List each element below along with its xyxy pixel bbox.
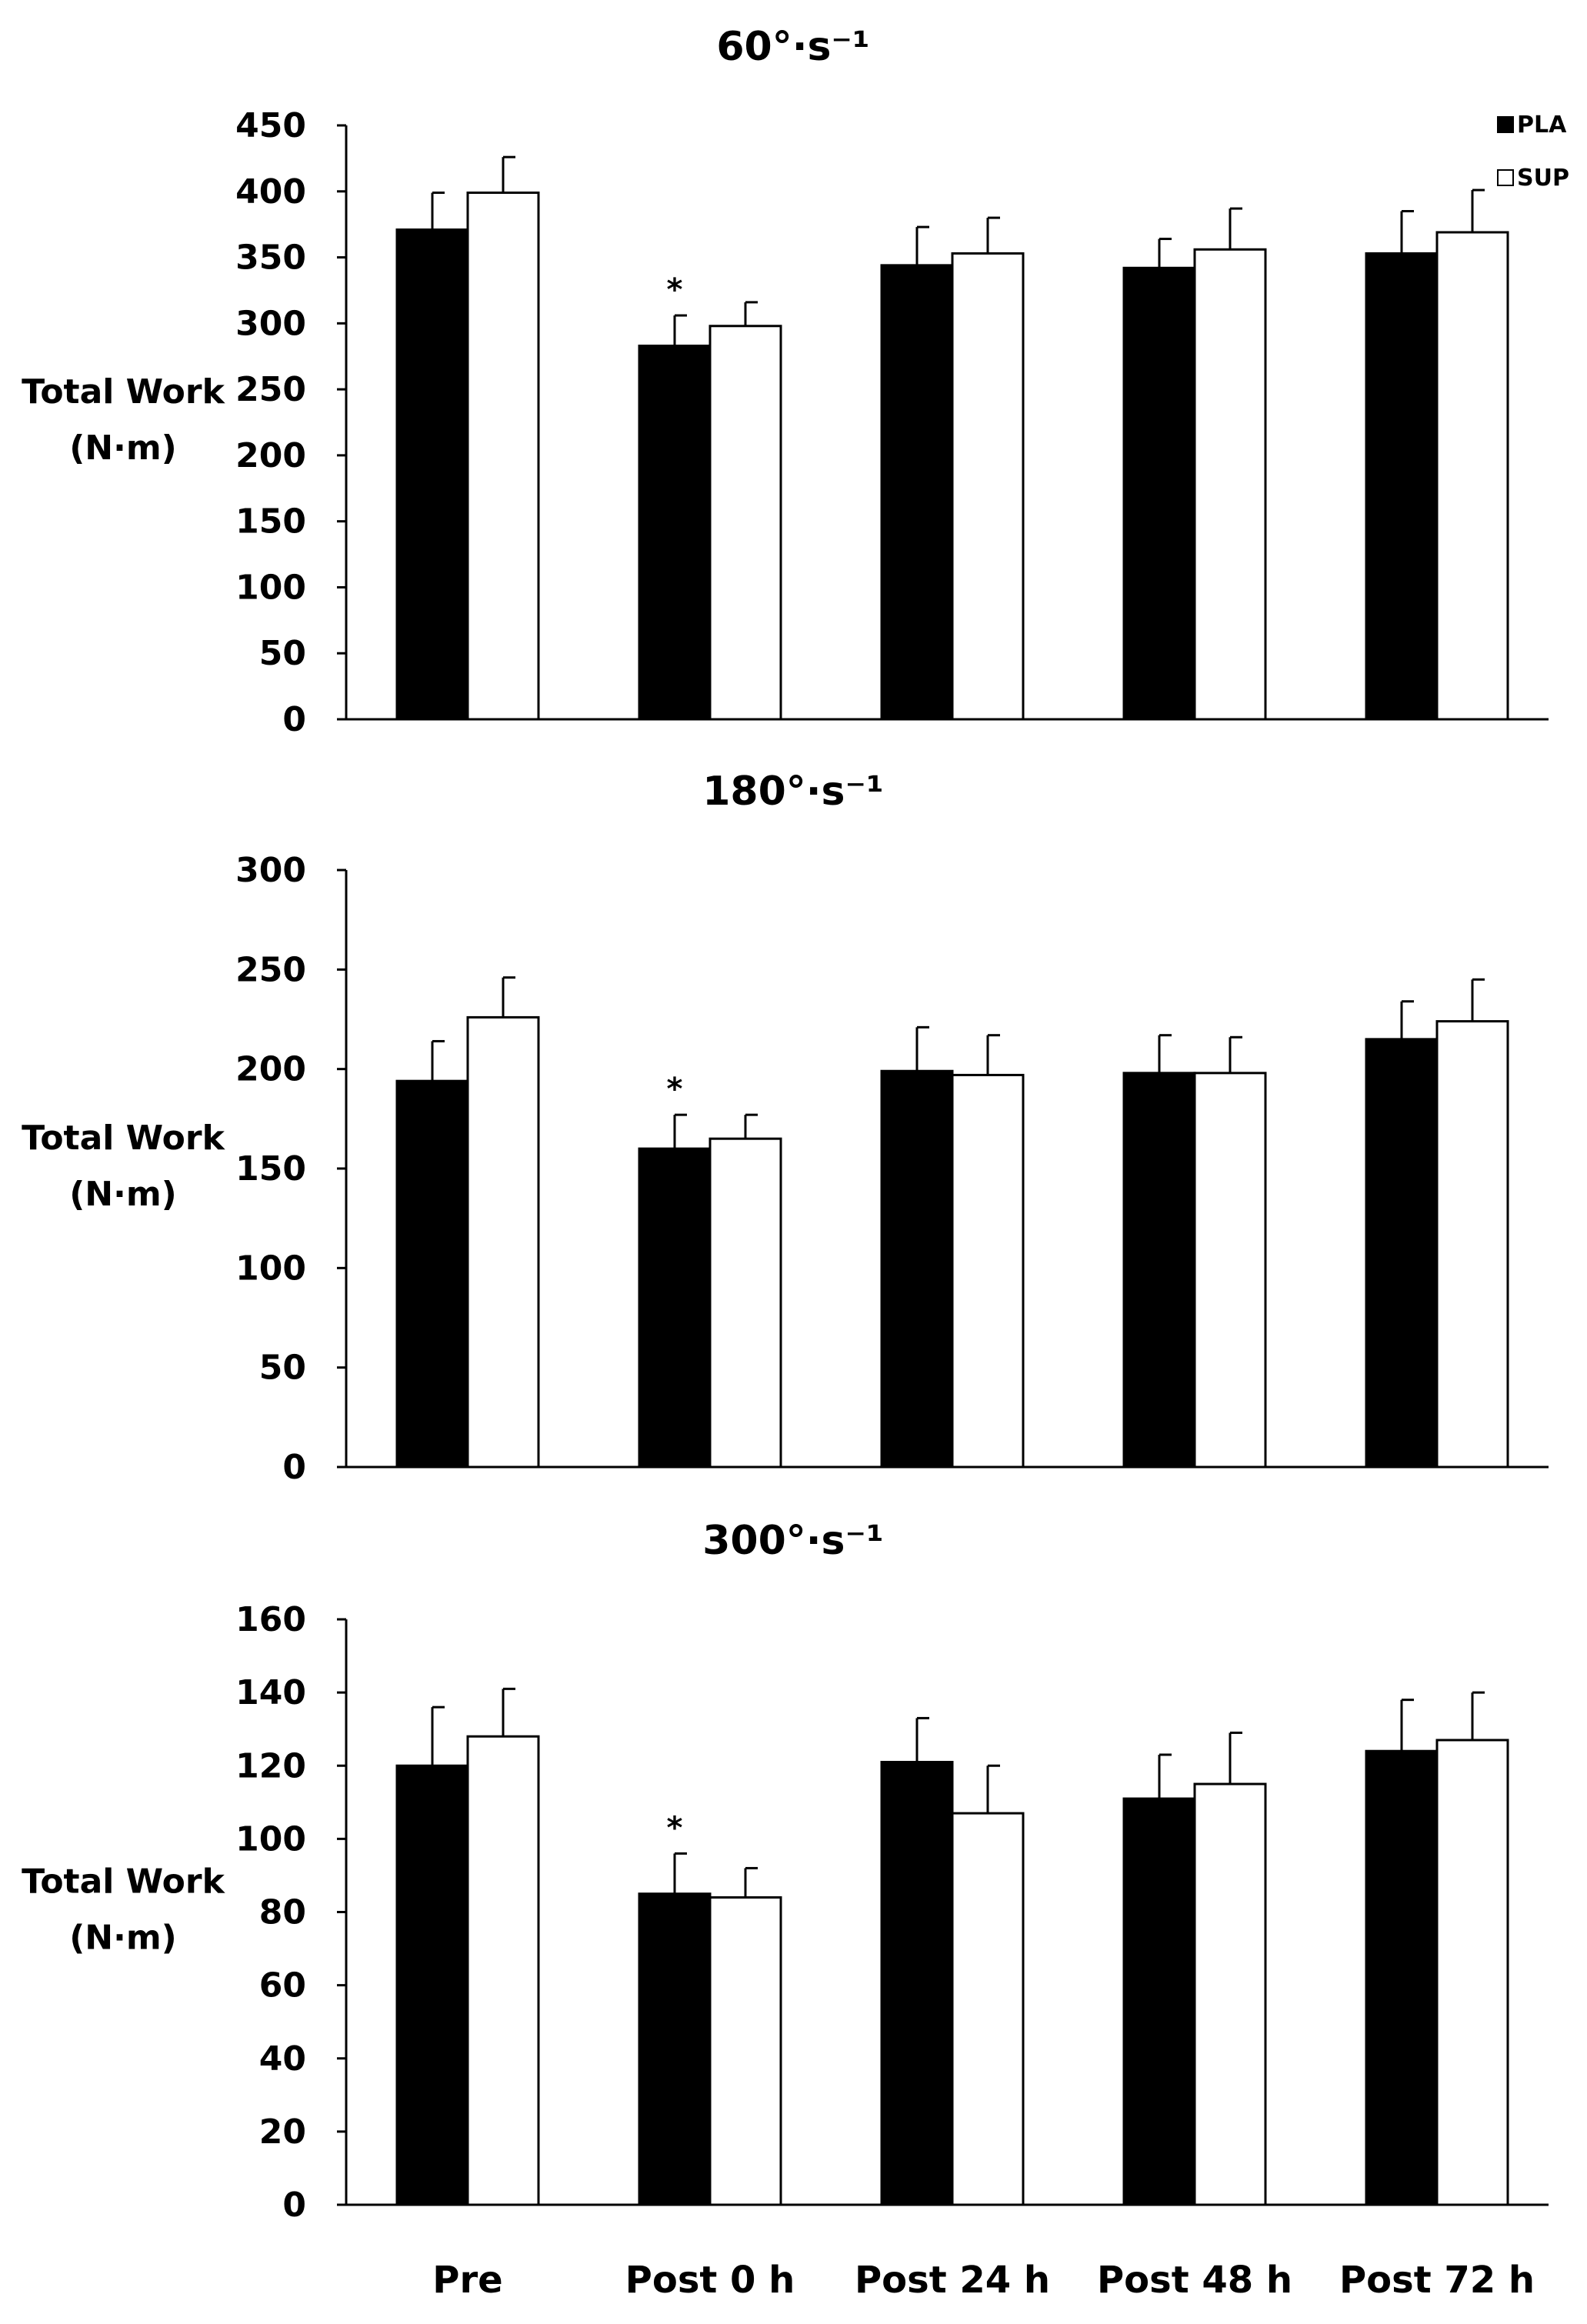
legend-swatch-sup xyxy=(1497,169,1514,186)
panel3-bar-pla-4 xyxy=(1122,1797,1196,2206)
panel2-bar-pla-5 xyxy=(1365,1038,1439,1469)
panel3-bar-pla-2 xyxy=(638,1892,712,2206)
panel3-ytick-label: 80 xyxy=(259,1893,306,1932)
panel3-ylabel-line-2: (N·m) xyxy=(69,1919,177,1958)
panel2-bar-sup-4 xyxy=(1193,1072,1267,1469)
panel1-bar-pla-3 xyxy=(880,264,954,721)
panel3-ylabel-line-1: Total Work xyxy=(22,1862,225,1902)
panel1-bar-sup-4 xyxy=(1193,248,1267,721)
panel3-bar-sup-2 xyxy=(708,1896,782,2206)
panel3-ytick-label: 0 xyxy=(282,2186,306,2225)
panel1-bar-sup-1 xyxy=(466,191,540,721)
panel3-ytick-label: 120 xyxy=(235,1746,306,1786)
panel1-ytick-label: 450 xyxy=(235,106,306,145)
panel1-bar-pla-2 xyxy=(638,344,712,721)
panel2-bar-sup-3 xyxy=(951,1073,1025,1469)
panel3-significance-marker: * xyxy=(667,1810,683,1846)
panel1-ytick-label: 350 xyxy=(235,238,306,278)
panel3-ytick-label: 20 xyxy=(259,2112,306,2152)
panel1-bar-pla-4 xyxy=(1122,266,1196,721)
panel2-bar-pla-3 xyxy=(880,1069,954,1469)
legend-label-sup: SUP xyxy=(1517,165,1569,192)
panel3-category-label-3: Post 24 h xyxy=(855,2259,1050,2302)
panel3-bar-pla-3 xyxy=(880,1760,954,2206)
panel2-bar-sup-5 xyxy=(1435,1020,1509,1469)
panel1-bar-sup-3 xyxy=(951,252,1025,721)
panel2-bar-pla-1 xyxy=(395,1079,469,1469)
panel3-title: 300°·s⁻¹ xyxy=(702,1518,883,1564)
panel3-category-label-1: Pre xyxy=(432,2259,502,2302)
panel3-category-label-4: Post 48 h xyxy=(1097,2259,1292,2302)
panel1-ytick-label: 50 xyxy=(259,634,306,673)
panel2-ylabel-line-2: (N·m) xyxy=(69,1175,177,1214)
panel1-bar-sup-5 xyxy=(1435,231,1509,721)
panel2-ytick-label: 0 xyxy=(282,1448,306,1487)
panel2-bar-pla-2 xyxy=(638,1147,712,1469)
panel1-ylabel-line-2: (N·m) xyxy=(69,428,177,468)
panel1-ytick-label: 250 xyxy=(235,370,306,409)
panel2-ytick-label: 50 xyxy=(259,1349,306,1388)
panel1-bar-pla-1 xyxy=(395,228,469,721)
panel3-ytick-label: 160 xyxy=(235,1600,306,1639)
panel1-ytick-label: 100 xyxy=(235,568,306,607)
panel3-category-label-2: Post 0 h xyxy=(625,2259,795,2302)
panel2-bar-sup-2 xyxy=(708,1137,782,1469)
panel3-bar-sup-4 xyxy=(1193,1782,1267,2206)
panel2-ytick-label: 100 xyxy=(235,1249,306,1288)
panel2-ytick-label: 300 xyxy=(235,851,306,890)
panel1-bar-pla-5 xyxy=(1365,252,1439,721)
legend-swatch-pla xyxy=(1497,116,1514,133)
panel1-title: 60°·s⁻¹ xyxy=(716,24,869,70)
panel3-ytick-label: 100 xyxy=(235,1819,306,1859)
panel3-ytick-label: 60 xyxy=(259,1966,306,2006)
panel2-title: 180°·s⁻¹ xyxy=(702,769,883,815)
panel2-bar-sup-1 xyxy=(466,1015,540,1469)
panel3-category-label-5: Post 72 h xyxy=(1339,2259,1535,2302)
panel3-bar-sup-1 xyxy=(466,1735,540,2206)
panel3-bar-pla-1 xyxy=(395,1764,469,2206)
panel2-significance-marker: * xyxy=(667,1072,683,1107)
panel2-ytick-label: 150 xyxy=(235,1149,306,1189)
panel1-significance-marker: * xyxy=(667,272,683,308)
panel1-ylabel-line-1: Total Work xyxy=(22,372,225,412)
legend-label-pla: PLA xyxy=(1517,112,1567,138)
panel2-ylabel-line-1: Total Work xyxy=(22,1119,225,1158)
panel2-ytick-label: 200 xyxy=(235,1050,306,1089)
panel3-ytick-label: 140 xyxy=(235,1673,306,1712)
panel1-ytick-label: 300 xyxy=(235,304,306,343)
panel2-bar-pla-4 xyxy=(1122,1072,1196,1469)
panel3-bar-sup-5 xyxy=(1435,1739,1509,2206)
panel3-bar-pla-5 xyxy=(1365,1749,1439,2206)
panel1-ytick-label: 150 xyxy=(235,502,306,542)
panel3-bar-sup-3 xyxy=(951,1812,1025,2206)
panel1-ytick-label: 0 xyxy=(282,700,306,739)
panel1-bar-sup-2 xyxy=(708,325,782,721)
panel1-ytick-label: 200 xyxy=(235,436,306,475)
panel3-ytick-label: 40 xyxy=(259,2039,306,2079)
panel1-ytick-label: 400 xyxy=(235,172,306,212)
panel2-ytick-label: 250 xyxy=(235,950,306,989)
